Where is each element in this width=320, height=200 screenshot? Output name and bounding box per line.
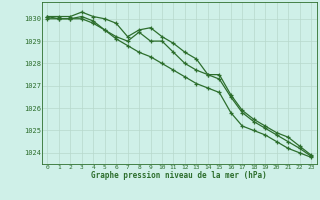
X-axis label: Graphe pression niveau de la mer (hPa): Graphe pression niveau de la mer (hPa)	[91, 171, 267, 180]
